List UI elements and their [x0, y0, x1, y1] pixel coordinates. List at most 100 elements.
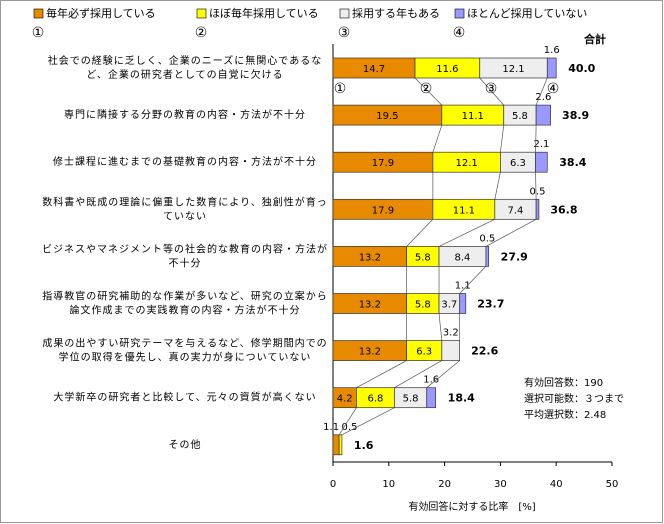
legend-label: ほぼ毎年採用している: [209, 6, 319, 20]
category-label: 修士課程に進むまでの基礎教育の内容・方法が不十分: [53, 155, 317, 168]
value-label: 2.1: [533, 139, 549, 150]
value-label: 0.5: [530, 186, 546, 197]
marker: ③: [485, 81, 498, 97]
value-label: 11.1: [462, 111, 484, 122]
x-tick-label: 0: [330, 479, 336, 490]
bar-segment: [535, 151, 548, 173]
category-line: 学位の取得を優先し、真の実力が身についていない: [59, 351, 312, 364]
connector: [406, 219, 434, 247]
value-label: 0.5: [479, 233, 495, 244]
x-tick-label: 10: [382, 479, 395, 490]
value-label: 7.4: [508, 205, 524, 216]
connector: [500, 125, 505, 153]
category-label: 数科書や既成の理論に偏重した数育により、独創性が育っていない: [42, 195, 327, 222]
x-tick-label: 20: [438, 479, 451, 490]
connector: [414, 77, 443, 106]
note: 有効回答数：190: [524, 376, 603, 389]
total-label: 22.6: [471, 345, 498, 358]
category-label: 専門に隣接する分野の教育の内容・方法が不十分: [64, 108, 306, 121]
category-label: ビジネスやマネジメント等の社会的な教育の内容・方法が不十分: [42, 242, 328, 269]
legend-swatch: [196, 8, 207, 19]
bar-segment: [338, 434, 343, 456]
value-label: 19.5: [376, 111, 398, 122]
value-label: 17.9: [372, 205, 394, 216]
category-line: 成果の出やすい研究テーマを与えるなど、修学期間内での: [42, 337, 327, 350]
value-label: 13.2: [359, 347, 381, 358]
marker: ②: [420, 81, 433, 97]
category-line: 大学新卒の研究者と比較して、元々の資質が高くない: [53, 391, 316, 404]
marker: ③: [338, 25, 351, 41]
legend-swatch: [339, 8, 350, 19]
marker: ②: [195, 25, 208, 41]
bar-segment: [535, 104, 551, 126]
connector: [485, 218, 537, 247]
category-line: ど、企業の研究者としての自覚に欠ける: [86, 68, 283, 81]
bar-segment: [459, 293, 467, 314]
category-label: 大学新卒の研究者と比較して、元々の資質が高くない: [53, 391, 316, 404]
category-label: 社会での経験に乏しく、企業のニーズに無関心であるなど、企業の研究者としての自覚に…: [48, 54, 322, 81]
total-label: 38.9: [562, 109, 589, 122]
connector: [341, 407, 395, 436]
category-line: 指導教官の研究補助的な作業が多いなど、研究の立案から: [42, 290, 328, 303]
x-tick-label: 30: [494, 479, 507, 490]
value-label: 6.3: [416, 347, 432, 358]
category-line: 社会での経験に乏しく、企業のニーズに無関心であるな: [48, 54, 322, 67]
marker: ④: [453, 25, 466, 41]
total-label: 18.4: [448, 392, 475, 405]
category-line: 論文作成までの実践教育の内容・方法が不十分: [70, 304, 301, 317]
legend-label: 採用する年もある: [352, 6, 440, 20]
connector: [535, 77, 548, 106]
connector: [426, 360, 460, 388]
marker: ①: [32, 25, 45, 41]
legend-label: ほとんど採用していない: [467, 6, 587, 20]
value-label: 5.8: [415, 300, 431, 311]
value-label: 17.9: [372, 158, 394, 169]
connector: [356, 360, 407, 389]
bar-segment: [332, 434, 340, 456]
legend-swatch: [33, 8, 44, 19]
total-label: 38.4: [559, 156, 586, 169]
category-line: 専門に隣接する分野の教育の内容・方法が不十分: [64, 108, 306, 121]
value-label: 2.6: [535, 92, 551, 103]
value-label: 11.1: [453, 205, 475, 216]
category-line: 修士課程に進むまでの基礎教育の内容・方法が不十分: [53, 155, 317, 168]
total-label: 23.7: [477, 298, 504, 311]
note: 選択可能数：３つまで: [524, 392, 624, 405]
value-label: 3.7: [441, 300, 457, 311]
bar-segment: [535, 198, 540, 220]
connector: [479, 77, 505, 106]
connector: [535, 172, 537, 200]
value-label: 13.2: [359, 300, 381, 311]
category-label: 成果の出やすい研究テーマを与えるなど、修学期間内での学位の取得を優先し、真の実力…: [42, 337, 327, 364]
value-label: 11.6: [436, 64, 458, 75]
bar-segment: [485, 246, 490, 267]
value-label: 8.4: [455, 252, 471, 263]
category-line: その他: [169, 438, 202, 451]
total-label: 1.6: [354, 439, 374, 452]
value-label: 12.1: [502, 64, 524, 75]
total-label: 36.8: [550, 203, 577, 216]
value-label: 1.1: [455, 281, 471, 292]
value-label: 1.1: [323, 422, 339, 433]
value-label: 0.5: [342, 422, 358, 433]
connector: [459, 266, 487, 294]
x-tick-label: 40: [550, 479, 563, 490]
legend-label: 毎年必ず採用している: [46, 6, 156, 20]
x-tick-label: 50: [606, 479, 619, 490]
value-label: 5.8: [512, 111, 528, 122]
marker: ①: [334, 81, 347, 97]
value-label: 1.6: [544, 45, 560, 56]
category-line: 数科書や既成の理論に偏重した数育により、独創性が育っ: [42, 195, 327, 208]
total-label: 27.9: [501, 250, 528, 263]
value-label: 14.7: [363, 64, 385, 75]
value-label: 13.2: [359, 252, 381, 263]
category-line: 不十分: [169, 256, 202, 269]
value-label: 3.2: [443, 328, 459, 339]
connector: [338, 407, 357, 435]
category-label: その他: [169, 438, 202, 451]
note: 平均選択数：2.48: [524, 408, 606, 421]
connector: [432, 124, 443, 153]
connector: [438, 313, 443, 341]
